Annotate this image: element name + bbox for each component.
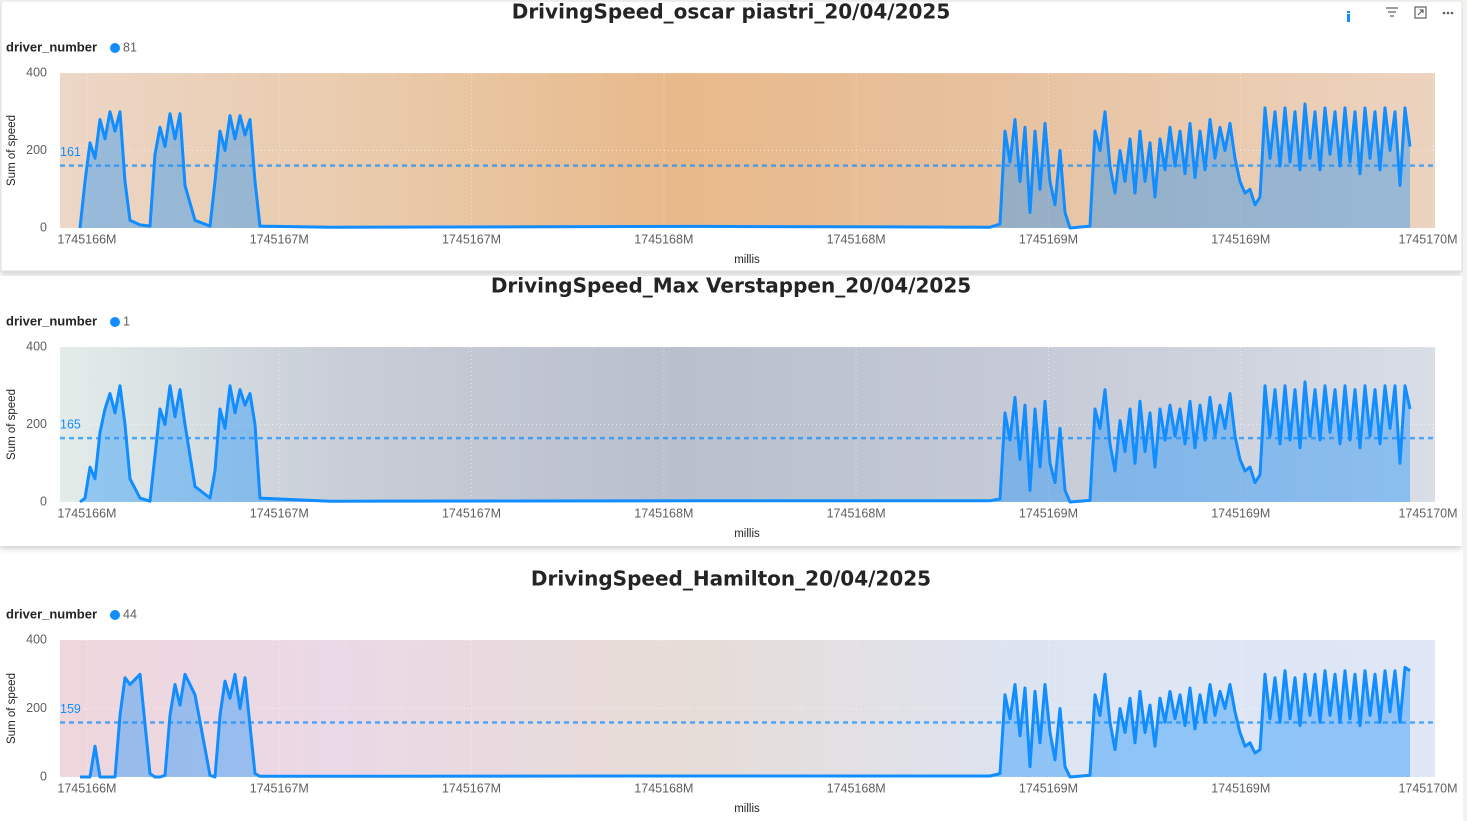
x-tick-label: 1745170M: [1398, 506, 1457, 520]
x-tick-label: 1745166M: [57, 232, 116, 246]
x-tick-label: 1745169M: [1211, 232, 1270, 246]
x-axis-title: millis: [734, 803, 760, 815]
x-tick-label: 1745167M: [442, 506, 501, 520]
y-axis-title: Sum of speed: [6, 115, 18, 186]
y-tick-label: 200: [26, 701, 47, 715]
x-tick-label: 1745167M: [250, 781, 309, 795]
visual-header-icons: [1347, 6, 1454, 22]
x-tick-label: 1745168M: [634, 781, 693, 795]
area-fill: [80, 667, 1410, 777]
y-axis-title: Sum of speed: [6, 389, 18, 460]
y-tick-label: 400: [26, 632, 47, 646]
x-tick-label: 1745169M: [1211, 781, 1270, 795]
legend-title: driver_number: [6, 39, 97, 54]
average-label: 159: [60, 702, 81, 716]
x-tick-label: 1745168M: [827, 232, 886, 246]
legend-marker: [110, 43, 120, 53]
info-icon[interactable]: [1347, 11, 1350, 22]
y-tick-label: 0: [40, 494, 47, 508]
x-tick-label: 1745166M: [57, 506, 116, 520]
x-tick-label: 1745169M: [1019, 781, 1078, 795]
filter-icon[interactable]: [1386, 7, 1398, 17]
speed-line: [80, 665, 1411, 779]
legend-marker: [110, 610, 120, 620]
y-tick-label: 0: [40, 769, 47, 783]
x-tick-label: 1745170M: [1398, 781, 1457, 795]
x-axis-title: millis: [734, 254, 760, 266]
more-options-icon[interactable]: [1442, 11, 1454, 15]
x-tick-label: 1745168M: [827, 506, 886, 520]
legend-label: 1: [123, 314, 130, 328]
x-tick-label: 1745169M: [1211, 506, 1270, 520]
average-label: 165: [60, 417, 81, 431]
scrollbar[interactable]: [1463, 0, 1467, 821]
x-axis-title: millis: [734, 528, 760, 540]
chart-title: DrivingSpeed_Max Verstappen_20/04/2025: [491, 274, 971, 298]
x-tick-label: 1745168M: [827, 781, 886, 795]
y-tick-label: 400: [26, 339, 47, 353]
speed-line: [79, 380, 1412, 504]
x-tick-label: 1745167M: [442, 781, 501, 795]
x-tick-label: 1745167M: [442, 232, 501, 246]
x-tick-label: 1745167M: [250, 232, 309, 246]
y-tick-label: 0: [40, 220, 47, 234]
average-label: 161: [60, 145, 81, 159]
x-tick-label: 1745169M: [1019, 232, 1078, 246]
chart-title: DrivingSpeed_oscar piastri_20/04/2025: [512, 0, 951, 24]
y-axis-title: Sum of speed: [6, 673, 18, 744]
chart-title: DrivingSpeed_Hamilton_20/04/2025: [531, 567, 931, 591]
y-tick-label: 200: [26, 143, 47, 157]
focus-mode-icon[interactable]: [1414, 6, 1427, 19]
x-tick-label: 1745169M: [1019, 506, 1078, 520]
legend-title: driver_number: [6, 313, 97, 328]
x-tick-label: 1745168M: [634, 232, 693, 246]
legend-title: driver_number: [6, 606, 97, 621]
x-tick-label: 1745167M: [250, 506, 309, 520]
legend-marker: [110, 317, 120, 327]
area-fill: [80, 104, 1410, 228]
x-tick-label: 1745170M: [1398, 232, 1457, 246]
x-tick-label: 1745166M: [57, 781, 116, 795]
y-tick-label: 400: [26, 65, 47, 79]
y-tick-label: 200: [26, 417, 47, 431]
speed-line: [78, 102, 1412, 230]
legend-label: 44: [123, 607, 137, 621]
x-tick-label: 1745168M: [634, 506, 693, 520]
legend-label: 81: [123, 40, 137, 54]
